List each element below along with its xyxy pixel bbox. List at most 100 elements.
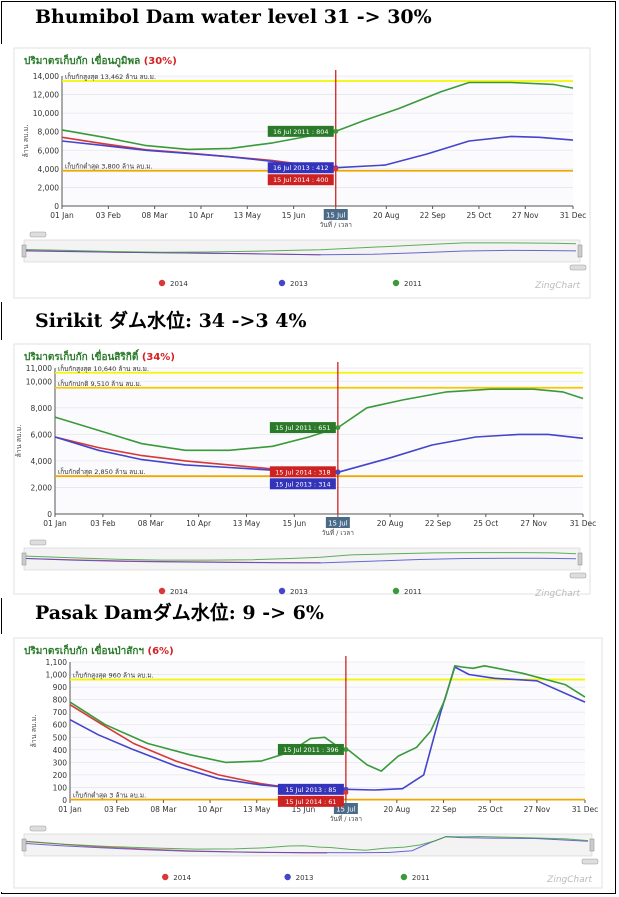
x-tick-label: 31 Dec (572, 805, 598, 814)
x-tick-label: 15 Jun (283, 519, 307, 528)
tooltip-marker (335, 469, 341, 475)
y-tick-label: 6,000 (31, 430, 53, 439)
section-heading-bhumibol: Bhumibol Dam water level 31 -> 30% (35, 6, 432, 28)
x-axis-label: วันที่ / เวลา (322, 528, 355, 537)
chart-sirikit: ปริมาตรเก็บกัก เขื่อนสิริกิติ์ (34%) 0 2,0… (0, 340, 600, 598)
tooltip-box (269, 478, 336, 490)
tooltip-box (267, 174, 334, 186)
y-tick-label: 12,000 (33, 91, 59, 100)
legend-label: 2013 (296, 874, 314, 882)
cursor-label: 15 Jul (326, 212, 346, 220)
x-tick-label: 25 Oct (478, 805, 503, 814)
plot-area (62, 76, 573, 206)
tooltip-label: 15 Jul 2011 : 651 (275, 424, 331, 432)
y-tick-label: 14,000 (33, 72, 59, 81)
x-tick-label: 10 Apr (198, 805, 224, 814)
x-tick-label: 10 Apr (189, 211, 215, 220)
y-axis-label: ล้าน ลบ.ม. (15, 424, 23, 457)
legend-label: 2011 (404, 280, 422, 288)
chart-title-text: ปริมาตรเก็บกัก เขื่อนสิริกิติ์ (24, 349, 142, 363)
preview-series-line-2013 (25, 249, 577, 256)
y-tick-label: 100 (53, 783, 68, 792)
legend-label: 2011 (412, 874, 430, 882)
y-tick-label: 500 (53, 733, 68, 742)
preview-left-handle (21, 244, 27, 258)
y-tick-label: 10,000 (26, 377, 52, 386)
legend-marker-2013 (284, 873, 291, 881)
section-heading-sirikit: Sirikit ダム水位: 34 ->3 4% (35, 310, 307, 332)
y-axis-label: ล้าน ลบ.ม. (22, 124, 30, 157)
tooltip-label: 15 Jul 2014 : 400 (273, 176, 329, 184)
series-line-2011 (69, 664, 586, 772)
y-tick-label: 8,000 (38, 128, 60, 137)
preview-series-line-2011 (25, 552, 577, 561)
x-tick-label: 01 Jan (50, 211, 74, 220)
y-tick-label: 1,000 (46, 671, 68, 680)
legend-marker-2011 (392, 587, 400, 595)
x-tick-label: 20 Aug (384, 805, 411, 814)
legend-marker-2014 (158, 279, 166, 287)
cursor-label-box (323, 209, 348, 220)
x-tick-label: 31 Dec (570, 519, 596, 528)
x-tick-label: 22 Sep (420, 211, 446, 220)
x-tick-label: 10 Apr (186, 519, 212, 528)
x-tick-label: 01 Jan (43, 519, 67, 528)
y-tick-label: 600 (53, 721, 68, 730)
preview-right-handle (589, 838, 595, 852)
legend-marker-2013 (278, 279, 286, 287)
tooltip-box (277, 783, 344, 795)
legend-marker-2014 (158, 587, 166, 595)
brand-watermark: ZingChart (534, 281, 580, 291)
y-tick-label: 6,000 (38, 146, 60, 155)
reference-line-label: เก็บกักสูงสุด 13,462 ล้าน ลบ.ม. (65, 72, 156, 81)
plot-area (70, 662, 585, 800)
legend-marker-2013 (278, 587, 286, 595)
x-tick-label: 03 Feb (90, 519, 115, 528)
x-tick-label: 27 Nov (520, 519, 547, 528)
reference-line-label: เก็บกักต่ำสุด 3 ล้าน ลบ.ม. (73, 791, 146, 800)
x-tick-label: 27 Nov (512, 211, 539, 220)
x-tick-label: 25 Oct (466, 211, 491, 220)
y-tick-label: 800 (53, 696, 68, 705)
chart-pasak: ปริมาตรเก็บกัก เขื่อนป่าสักฯ (6%) 0 100 200… (0, 634, 612, 892)
preview-series-line-2011 (25, 835, 589, 851)
reference-line-label: เก็บกักต่ำสุด 2,850 ล้าน ลบ.ม. (58, 467, 146, 476)
legend-label: 2014 (170, 588, 188, 596)
tooltip-box (267, 162, 334, 174)
x-tick-label: 03 Feb (96, 211, 121, 220)
y-tick-label: 700 (53, 708, 68, 717)
tooltip-marker (343, 746, 349, 752)
legend-label: 2014 (173, 874, 191, 882)
preview-series-line-2013 (25, 557, 577, 564)
chart-title: ปริมาตรเก็บกัก เขื่อนภูมิพล (30%) (24, 53, 177, 68)
chart-pasak-svg: ปริมาตรเก็บกัก เขื่อนป่าสักฯ (6%) 0 100 200… (13, 637, 603, 889)
chart-title-percent: (34%) (142, 352, 175, 363)
y-axis-label: ล้าน ลบ.ม. (30, 714, 38, 747)
tooltip-marker (335, 425, 341, 431)
series-line-2013 (69, 666, 586, 791)
chart-sirikit-svg: ปริมาตรเก็บกัก เขื่อนสิริกิติ์ (34%) 0 2,0… (13, 343, 596, 598)
cursor-label-box (325, 517, 350, 528)
brand-watermark: ZingChart (546, 875, 592, 885)
x-tick-label: 03 Feb (104, 805, 129, 814)
legend-label: 2014 (170, 280, 188, 288)
x-tick-label: 13 May (243, 805, 271, 814)
tooltip-label: 15 Jul 2013 : 85 (285, 786, 336, 794)
brand-watermark: ZingChart (534, 589, 580, 598)
tooltip-label: 16 Jul 2013 : 412 (273, 164, 329, 172)
chart-title-text: ปริมาตรเก็บกัก เขื่อนภูมิพล (24, 53, 144, 68)
x-tick-label: 08 Mar (138, 519, 165, 528)
reference-line-label: เก็บกักสูงสุด 10,640 ล้าน ลบ.ม. (58, 364, 149, 373)
x-tick-label: 22 Sep (425, 519, 451, 528)
preview-series-line-2011 (25, 242, 577, 253)
reference-line-label: เก็บกักต่ำสุด 3,800 ล้าน ลบ.ม. (65, 162, 153, 171)
preview-handle-bottom (569, 264, 587, 271)
tooltip-marker (333, 166, 339, 172)
section-heading-pasak: Pasak Damダム水位: 9 -> 6% (35, 602, 324, 624)
cursor-label-box (333, 803, 358, 814)
tooltip-label: 15 Jul 2011 : 396 (283, 746, 339, 754)
preview-handle-bottom (581, 858, 599, 865)
y-tick-label: 8,000 (31, 404, 53, 413)
x-tick-label: 08 Mar (150, 805, 177, 814)
x-tick-label: 15 Jun (282, 211, 306, 220)
